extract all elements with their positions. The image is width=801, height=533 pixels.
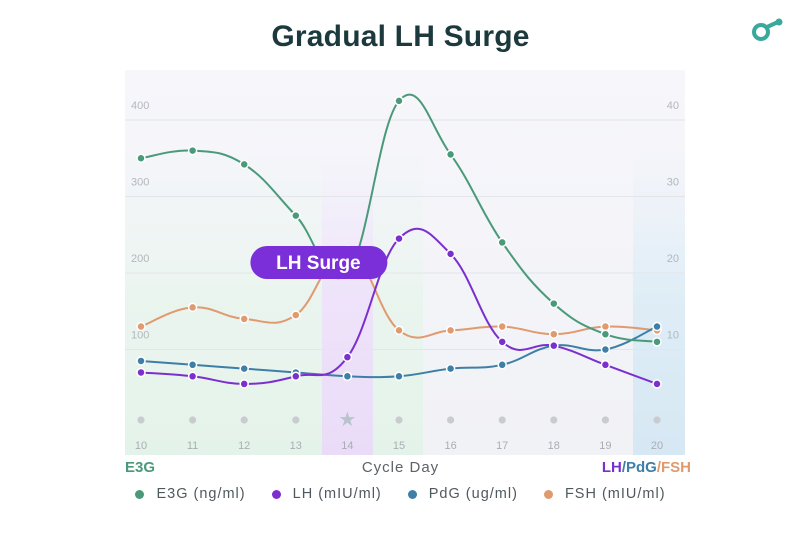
point-lh-day-15 (394, 233, 404, 244)
legend-item-lh: LH (mIU/ml) (271, 486, 382, 502)
point-e3g-day-11 (187, 145, 198, 156)
left-axis-label: E3G (125, 459, 156, 476)
point-pdg-day-14 (342, 371, 353, 382)
point-e3g-day-16 (445, 149, 456, 160)
day-marker-13 (292, 416, 300, 424)
right-axis-tick-40: 40 (667, 100, 679, 112)
app-logo-icon (752, 18, 783, 41)
point-pdg-day-16 (445, 363, 456, 374)
right-axis-tick-30: 30 (667, 177, 679, 189)
legend-label-fsh: FSH (mIU/ml) (564, 486, 666, 502)
point-lh-day-16 (445, 249, 456, 259)
point-lh-day-14 (342, 352, 353, 362)
x-tick-16: 16 (444, 440, 456, 452)
x-tick-11: 11 (187, 440, 198, 452)
point-e3g-day-13 (291, 210, 301, 221)
point-e3g-day-20 (652, 337, 662, 347)
chart-title: Gradual LH Surge (271, 20, 530, 53)
left-axis-tick-300: 300 (131, 177, 149, 189)
legend-item-fsh: FSH (mIU/ml) (543, 486, 666, 502)
x-axis-label: Cycle Day (361, 459, 440, 476)
point-e3g-day-12 (239, 159, 249, 170)
point-fsh-day-19 (600, 321, 611, 332)
legend-item-pdg: PdG (ug/ml) (407, 486, 518, 502)
point-pdg-day-19 (600, 344, 611, 355)
point-fsh-day-13 (291, 310, 301, 320)
point-lh-day-18 (549, 340, 559, 351)
left-axis-tick-100: 100 (131, 330, 149, 342)
x-tick-10: 10 (135, 440, 147, 452)
point-fsh-day-10 (136, 321, 146, 332)
day-marker-15 (395, 416, 403, 424)
lh-surge-label: LH Surge (276, 253, 360, 274)
right-axis-label-lh: LH (601, 459, 622, 476)
legend-marker-e3g (135, 489, 145, 499)
point-pdg-day-10 (136, 356, 146, 366)
right-axis-tick-10: 10 (667, 330, 679, 342)
x-tick-13: 13 (290, 440, 302, 452)
x-tick-18: 18 (548, 440, 560, 452)
legend-marker-lh (271, 489, 281, 499)
point-lh-day-12 (239, 379, 249, 389)
point-pdg-day-17 (497, 360, 507, 370)
chart-legend: E3G (ng/ml) LH (mIU/ml) PdG (ug/ml) FSH … (0, 486, 801, 502)
point-fsh-day-18 (549, 329, 559, 339)
legend-marker-pdg (407, 489, 417, 499)
right-axis-label: LH/PdG/FSH (602, 459, 691, 476)
point-lh-day-19 (600, 360, 611, 370)
lh-surge-label-bg (250, 246, 388, 279)
day-marker-11 (189, 416, 197, 424)
x-tick-19: 19 (599, 440, 611, 452)
day-marker-19 (601, 416, 610, 424)
x-tick-14: 14 (341, 440, 353, 452)
point-e3g-day-15 (394, 96, 404, 106)
day-marker-20 (653, 416, 661, 424)
day-marker-17 (498, 416, 506, 424)
legend-label-pdg: PdG (ug/ml) (428, 486, 518, 502)
point-fsh-day-16 (445, 325, 456, 336)
legend-label-e3g: E3G (ng/ml) (156, 486, 246, 502)
point-lh-day-11 (187, 371, 198, 382)
highlight-star-icon: ★ (338, 407, 356, 431)
point-e3g-day-18 (549, 298, 559, 309)
point-fsh-day-12 (239, 314, 249, 324)
point-pdg-day-15 (394, 371, 404, 382)
x-tick-17: 17 (496, 440, 508, 452)
day-marker-18 (550, 416, 558, 424)
point-pdg-day-20 (652, 321, 662, 332)
line-chart: 100 10 200 20 300 30 400 40 ★ 10 11 12 13 14 15 16 17 1… (125, 70, 685, 455)
point-pdg-day-11 (187, 360, 198, 370)
left-axis-tick-400: 400 (131, 100, 149, 112)
x-tick-12: 12 (238, 440, 250, 452)
day-marker-16 (447, 416, 455, 424)
legend-label-lh: LH (mIU/ml) (292, 486, 382, 502)
point-fsh-day-11 (187, 302, 198, 313)
right-axis-label-sep-2: / (656, 459, 661, 476)
right-axis-tick-20: 20 (667, 253, 679, 265)
x-tick-15: 15 (393, 440, 405, 452)
point-fsh-day-17 (497, 321, 507, 332)
left-axis-tick-200: 200 (131, 253, 149, 265)
x-tick-20: 20 (651, 440, 663, 452)
legend-marker-fsh (543, 489, 553, 499)
series-line-fsh (140, 249, 658, 339)
point-lh-day-13 (291, 371, 301, 382)
right-axis-label-sep-1: / (621, 459, 626, 476)
point-lh-day-17 (497, 337, 507, 347)
day-marker-10 (137, 416, 145, 424)
point-fsh-day-15 (394, 325, 404, 336)
legend-item-e3g: E3G (ng/ml) (135, 486, 245, 502)
right-axis-label-pdg: PdG (625, 459, 657, 476)
point-pdg-day-12 (239, 363, 249, 374)
right-axis-label-fsh: FSH (661, 459, 691, 476)
point-lh-day-20 (652, 379, 662, 389)
point-e3g-day-10 (136, 153, 146, 163)
point-e3g-day-19 (600, 329, 611, 339)
point-e3g-day-17 (497, 237, 507, 248)
point-lh-day-10 (136, 367, 146, 378)
day-marker-12 (240, 416, 248, 424)
